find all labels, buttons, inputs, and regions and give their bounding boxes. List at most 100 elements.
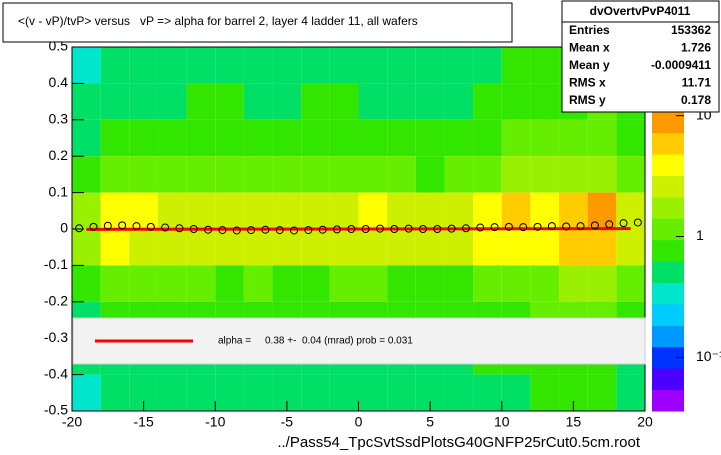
profile-point (547, 222, 556, 231)
palette-step (652, 303, 684, 326)
profile (75, 218, 642, 235)
palette-step (652, 325, 684, 348)
profile-point (390, 225, 399, 233)
heatmap (72, 47, 645, 411)
stats-value: 0.178 (681, 93, 711, 107)
stats-label: RMS y (569, 93, 606, 107)
palette-step (652, 111, 684, 134)
profile-point (146, 222, 155, 231)
profile-point (304, 226, 313, 235)
heat-cell (329, 119, 359, 157)
heat-cell (72, 156, 101, 193)
heat-cell (301, 192, 330, 229)
x-axis-title: ../Pass54_TpcSvtSsdPlotsG40GNFP25rCut0.5… (277, 434, 640, 451)
profile-point (605, 220, 614, 229)
profile-point (590, 221, 599, 230)
x-tick-label: -5 (281, 414, 294, 430)
heat-cell (129, 229, 158, 266)
palette-step (652, 132, 684, 155)
heat-cell (100, 119, 130, 157)
profile-point (404, 224, 413, 233)
heat-cell (415, 83, 445, 120)
stats-value: -0.0009411 (651, 58, 711, 72)
heat-cell (415, 265, 445, 302)
heat-cell (387, 83, 416, 120)
heat-cell (329, 156, 359, 193)
heat-cell (157, 156, 187, 193)
stats-label: Mean y (569, 58, 610, 72)
heat-cell (129, 119, 158, 157)
heat-cell (444, 47, 474, 84)
heat-cell (186, 229, 216, 266)
heat-cell (157, 119, 187, 157)
z-tick-label: 1 (696, 227, 704, 243)
heat-cell (329, 83, 359, 120)
heat-cell (530, 265, 560, 302)
profile-point (333, 225, 342, 234)
y-tick-label: 0.2 (49, 147, 69, 163)
heat-cell (272, 156, 302, 193)
heat-cell (473, 119, 502, 157)
profile-point (447, 224, 456, 233)
heat-cell (100, 156, 130, 193)
heat-cell (616, 156, 645, 193)
heat-cell (186, 83, 216, 120)
stats-value: 11.71 (682, 76, 712, 90)
y-tick-label: 0.4 (49, 74, 69, 90)
heat-cell (186, 192, 216, 229)
heat-cell (530, 374, 560, 411)
x-tick-label: 0 (355, 414, 363, 430)
profile-point (218, 226, 227, 235)
heat-cell (100, 229, 130, 266)
profile-point (576, 222, 585, 231)
fit-line (86, 227, 631, 231)
stats-value: 153362 (671, 23, 711, 37)
heat-cell (272, 119, 302, 157)
stats-frame (561, 0, 720, 113)
heat-cell (215, 374, 244, 411)
palette-step (652, 261, 684, 284)
profile-point (247, 226, 256, 235)
heat-cell (358, 156, 388, 193)
heat-cell (72, 83, 101, 120)
y-tick-label: -0.4 (44, 365, 68, 381)
x-tick-label: 15 (566, 414, 582, 430)
heat-cell (387, 192, 416, 229)
x-tick-label: 5 (426, 414, 434, 430)
profile-point (461, 224, 470, 233)
heat-cell (415, 119, 445, 157)
heat-cell (473, 156, 502, 193)
heat-cell (387, 265, 416, 302)
y-tick-label: 0.1 (49, 183, 69, 199)
heat-cell (215, 192, 244, 229)
stats-value: 1.726 (681, 41, 711, 55)
heat-cell (72, 119, 101, 157)
profile-point (204, 225, 213, 234)
heat-cell (501, 265, 531, 302)
palette-step (652, 196, 684, 219)
heat-cell (530, 229, 560, 266)
stats-title: dvOvertvPvP4011 (590, 4, 691, 18)
heat-cell (473, 229, 502, 266)
profile-point (418, 225, 427, 233)
heat-cell (473, 265, 502, 302)
profile-point (562, 222, 571, 231)
stats-label: Entries (569, 23, 610, 37)
y-tick-label: -0.3 (44, 329, 68, 345)
heat-cell (72, 47, 101, 84)
heat-cell (129, 83, 158, 120)
heat-cell (272, 47, 302, 84)
profile-point (490, 223, 499, 232)
palette-step (652, 154, 684, 176)
heat-cell (243, 83, 273, 120)
heat-cell (501, 229, 531, 266)
heat-cell (616, 192, 645, 229)
heat-cell (215, 265, 244, 302)
heat-cell (72, 265, 101, 302)
chart-title: <(v - vP)/tvP> versus vP => alpha for ba… (18, 14, 418, 28)
heat-cell (387, 47, 416, 84)
profile-point (132, 222, 141, 231)
x-tick-label: 20 (637, 414, 653, 430)
heat-cell (72, 229, 101, 266)
heat-cell (387, 229, 416, 266)
